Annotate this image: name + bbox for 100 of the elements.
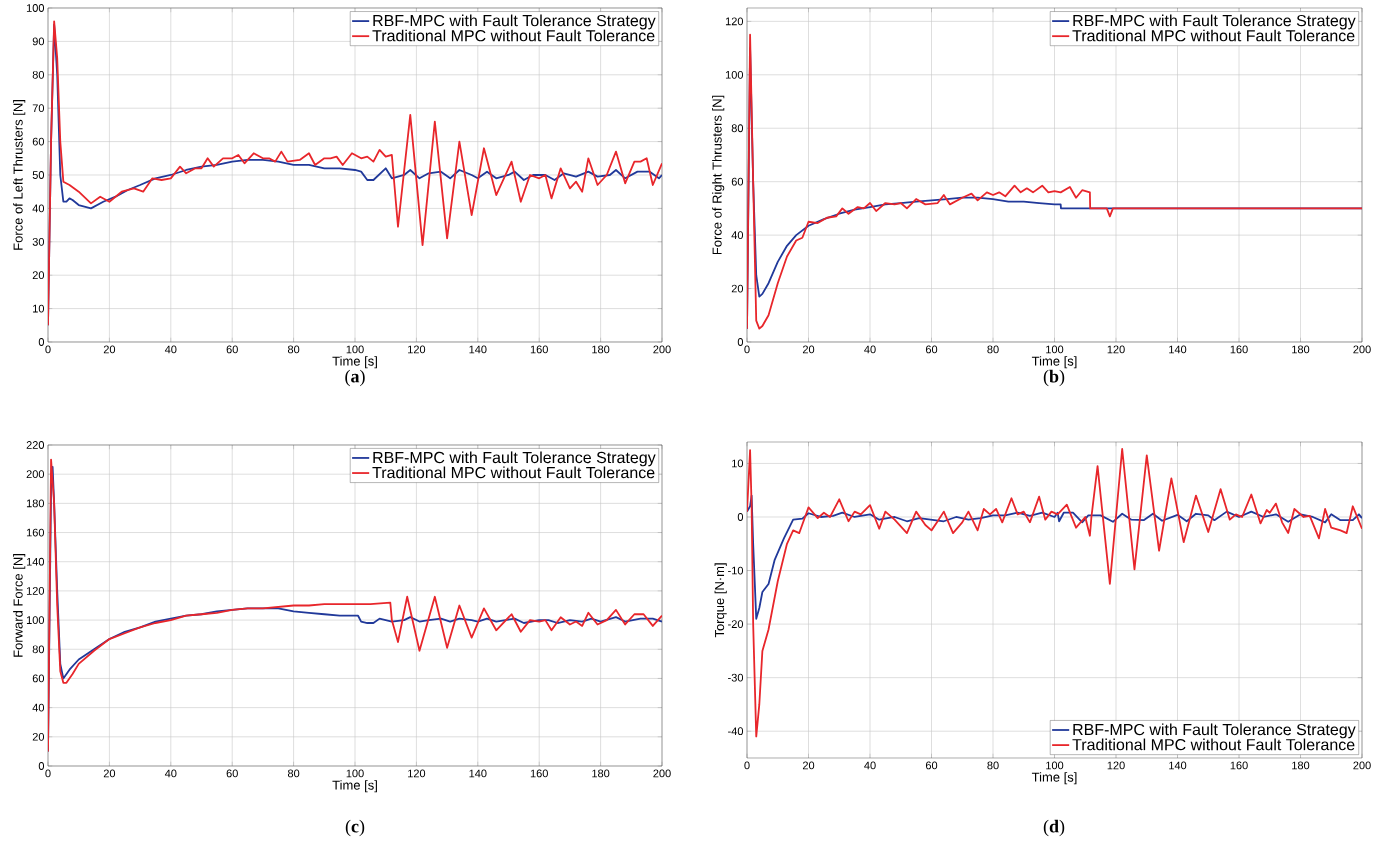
x-tick-label: 120 (1107, 761, 1125, 770)
y-tick-label: -40 (728, 727, 744, 736)
text: (d) (1043, 819, 1065, 837)
x-tick-label: 40 (164, 345, 177, 354)
x-axis-title: Time [s] (332, 780, 377, 793)
x-tick-label: 100 (1046, 761, 1064, 770)
x-tick-label: 140 (469, 345, 487, 354)
x-tick-label: 20 (103, 345, 116, 354)
y-tick-label: 0 (737, 513, 744, 521)
y-tick-label: 90 (32, 37, 45, 46)
legend-label: RBF-MPC with Fault Tolerance Strategy (1073, 14, 1356, 30)
legend-label: Traditional MPC without Fault Tolerance (372, 466, 655, 479)
x-tick-label: 40 (164, 769, 177, 778)
y-tick-label: 20 (32, 732, 45, 741)
text: (c) (345, 819, 365, 837)
line-series (747, 448, 1363, 738)
x-tick-label: 200 (1353, 761, 1371, 770)
y-tick-label: 160 (26, 528, 45, 537)
text: (b) (1043, 369, 1065, 387)
y-tick-label: 100 (725, 70, 744, 79)
x-tick-label: 60 (226, 345, 238, 354)
y-axis-title: Force of Right Thrusters [N] (712, 95, 725, 255)
y-axis-title: Torque [N·m] (714, 563, 727, 638)
y-tick-label: 50 (32, 171, 45, 179)
x-tick-label: 20 (802, 761, 815, 770)
legend-label: Traditional MPC without Fault Tolerance (1072, 738, 1355, 751)
y-tick-label: 60 (32, 674, 45, 683)
x-tick-label: 100 (346, 769, 364, 778)
x-tick-label: 200 (653, 345, 671, 354)
y-tick-label: 60 (32, 137, 45, 146)
y-tick-label: 60 (731, 177, 744, 186)
x-tick-label: 80 (287, 769, 300, 778)
x-tick-label: 160 (530, 345, 548, 354)
x-tick-label: 140 (1169, 761, 1187, 770)
text: (a) (345, 369, 365, 387)
y-tick-label: 40 (32, 204, 45, 213)
y-tick-label: 10 (732, 459, 744, 468)
y-tick-label: 100 (26, 616, 45, 624)
x-axis-title: Time [s] (1031, 356, 1077, 369)
y-axis-title: Forward Force [N] (13, 554, 26, 657)
legend-label: Traditional MPC without Fault Tolerance (1072, 29, 1355, 42)
y-tick-label: 120 (725, 17, 744, 26)
x-tick-label: 180 (1292, 761, 1310, 770)
x-tick-label: 0 (45, 769, 51, 778)
x-tick-label: 160 (530, 769, 548, 778)
x-tick-label: 120 (1107, 345, 1125, 354)
x-tick-label: 120 (408, 345, 426, 354)
x-tick-label: 60 (226, 769, 238, 778)
x-tick-label: 160 (1230, 345, 1248, 354)
y-tick-label: 40 (32, 703, 45, 712)
y-tick-label: 20 (731, 284, 744, 293)
y-tick-label: 180 (26, 499, 45, 508)
x-tick-label: 200 (1353, 345, 1371, 354)
y-tick-label: 100 (26, 4, 45, 12)
y-tick-label: 30 (32, 237, 45, 246)
x-tick-label: 60 (925, 761, 938, 770)
y-tick-label: 10 (33, 304, 45, 313)
x-tick-label: 200 (653, 769, 671, 778)
x-tick-label: 180 (592, 769, 610, 778)
y-tick-label: 0 (38, 338, 45, 346)
x-tick-label: 140 (1169, 345, 1187, 354)
x-tick-label: 180 (592, 345, 610, 354)
x-tick-label: 100 (1046, 345, 1064, 354)
x-tick-label: 80 (987, 761, 999, 770)
x-tick-label: 160 (1230, 761, 1248, 770)
x-tick-label: 0 (744, 345, 750, 354)
x-tick-label: 180 (1292, 345, 1310, 354)
y-tick-label: -20 (728, 620, 744, 628)
y-tick-label: 140 (26, 557, 45, 566)
x-tick-label: 40 (864, 761, 876, 770)
x-axis-title: Time [s] (1031, 772, 1077, 785)
y-tick-label: 40 (731, 231, 744, 240)
x-tick-label: 120 (408, 769, 426, 778)
x-tick-label: 0 (744, 761, 750, 770)
x-tick-label: 140 (469, 769, 487, 778)
x-tick-label: 20 (802, 345, 815, 354)
y-tick-label: -10 (728, 566, 744, 575)
x-axis-title: Time [s] (332, 356, 377, 369)
y-tick-label: 80 (32, 645, 45, 654)
y-tick-label: 80 (731, 124, 744, 133)
x-tick-label: 80 (987, 345, 999, 354)
x-tick-label: 40 (864, 345, 876, 354)
x-tick-label: 100 (346, 345, 364, 354)
legend-label: RBF-MPC with Fault Tolerance Strategy (373, 451, 656, 467)
y-tick-label: -30 (728, 673, 744, 682)
y-tick-label: 80 (32, 70, 45, 79)
y-tick-label: 200 (26, 470, 45, 479)
x-tick-label: 20 (103, 769, 116, 778)
y-tick-label: 220 (26, 441, 45, 449)
y-axis-title: Force of Left Thrusters [N] (13, 100, 26, 250)
legend-label: RBF-MPC with Fault Tolerance Strategy (1073, 723, 1356, 739)
legend-label: RBF-MPC with Fault Tolerance Strategy (373, 14, 656, 30)
legend-label: Traditional MPC without Fault Tolerance (372, 29, 655, 42)
y-tick-label: 20 (32, 271, 45, 280)
y-tick-label: 70 (32, 104, 45, 113)
x-tick-label: 0 (45, 345, 51, 354)
y-tick-label: 120 (26, 587, 45, 595)
x-tick-label: 60 (925, 345, 938, 354)
x-tick-label: 80 (287, 345, 300, 354)
y-tick-label: 0 (737, 338, 744, 346)
